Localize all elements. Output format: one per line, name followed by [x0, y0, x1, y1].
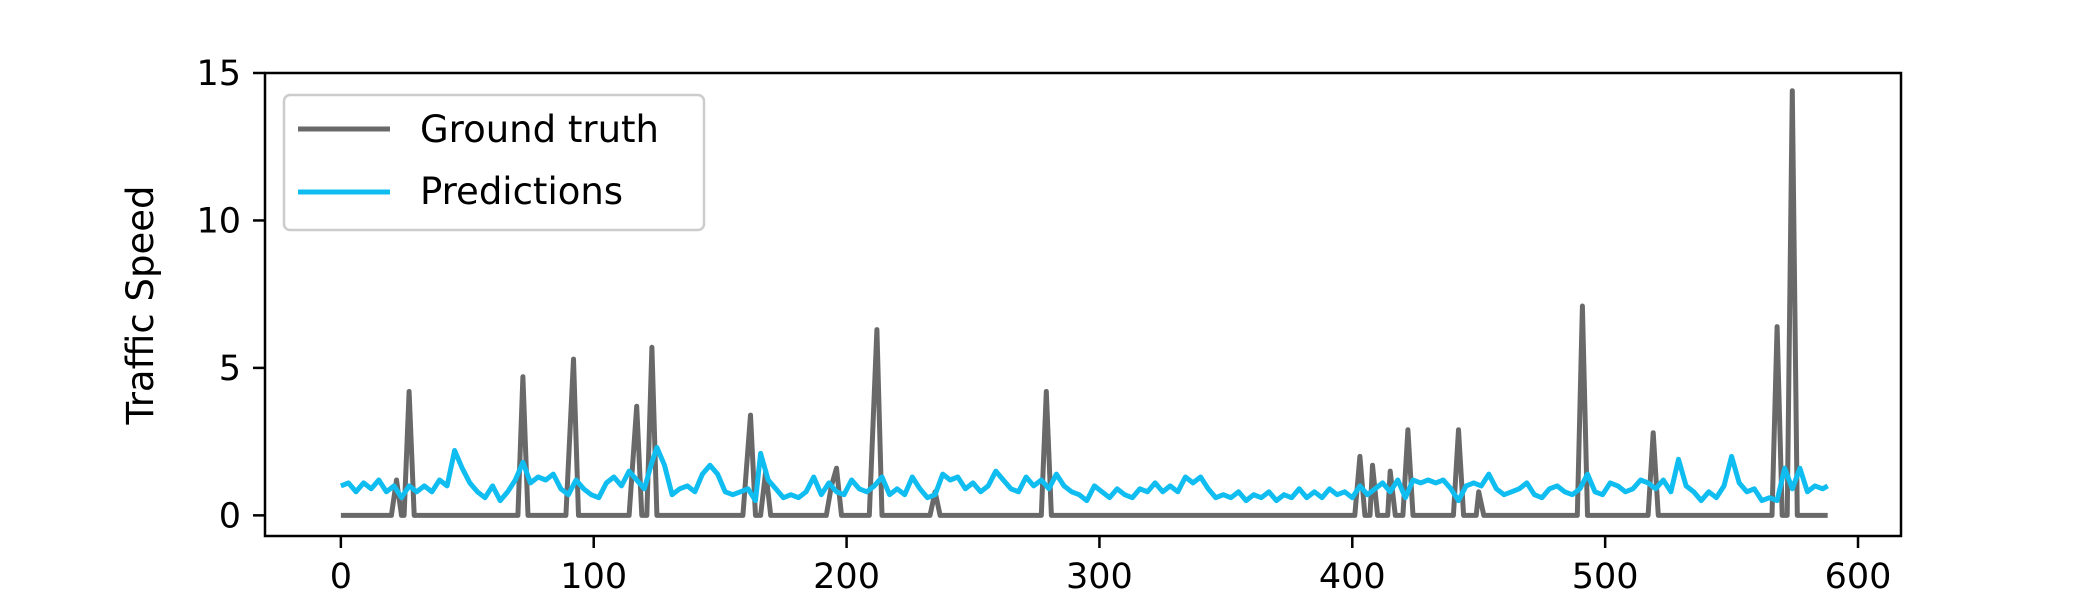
ground-truth-series — [340, 88, 1828, 518]
y-tick-label: 0 — [219, 496, 241, 536]
x-axis: 0 100 200 300 400 500 600 — [330, 536, 1892, 597]
predictions-line — [339, 445, 1829, 504]
y-axis: 0 5 10 15 — [196, 54, 265, 536]
y-tick-label: 5 — [219, 349, 241, 389]
x-tick-label: 400 — [1319, 557, 1386, 597]
x-tick-label: 0 — [330, 557, 352, 597]
x-tick-label: 200 — [813, 557, 880, 597]
legend-ground-truth-label: Ground truth — [420, 108, 659, 151]
y-axis-title: Traffic Speed — [119, 186, 162, 426]
plot-frame — [263, 71, 1903, 538]
y-tick-label: 15 — [196, 54, 241, 94]
x-tick-label: 500 — [1572, 557, 1639, 597]
x-tick-label: 100 — [560, 557, 627, 597]
predictions-series — [339, 445, 1829, 504]
legend: Ground truth Predictions — [282, 93, 706, 232]
y-tick-label: 10 — [196, 201, 241, 241]
x-tick-label: 600 — [1825, 557, 1892, 597]
ground-truth-line — [340, 88, 1828, 518]
x-tick-label: 300 — [1066, 557, 1133, 597]
legend-predictions-label: Predictions — [420, 170, 623, 213]
